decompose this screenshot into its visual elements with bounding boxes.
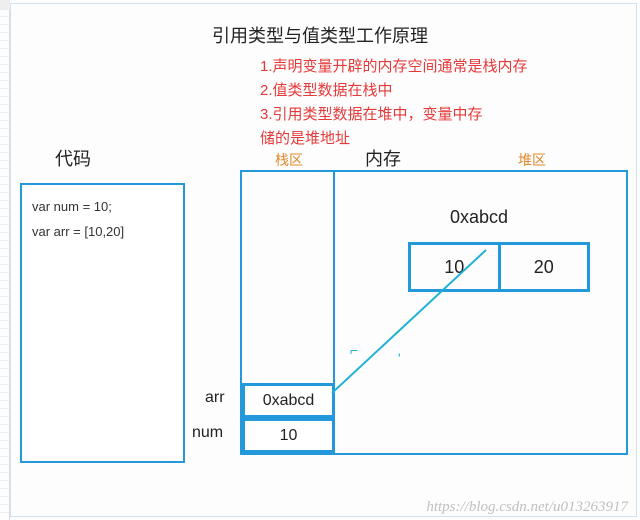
code-section-label: 代码 xyxy=(55,145,91,171)
diagram-title: 引用类型与值类型工作原理 xyxy=(0,22,640,48)
heap-box: 10 20 xyxy=(408,242,590,292)
notes: 1.声明变量开辟的内存空间通常是栈内存 2.值类型数据在栈中 3.引用类型数据在… xyxy=(260,55,528,151)
code-line: var arr = [10,20] xyxy=(32,224,173,239)
stack-cell-arr: 0xabcd xyxy=(242,383,335,418)
stray-mark: ⌐ xyxy=(350,342,358,358)
memory-section-label: 内存 xyxy=(365,145,401,171)
vertical-ruler xyxy=(0,0,10,520)
stack-cell-num: 10 xyxy=(242,418,335,453)
stray-mark: ' xyxy=(398,350,401,366)
heap-cell: 20 xyxy=(501,245,588,289)
note-line: 2.值类型数据在栈中 xyxy=(260,79,528,103)
note-line: 1.声明变量开辟的内存空间通常是栈内存 xyxy=(260,55,528,79)
stack-label: 栈区 xyxy=(275,150,303,170)
watermark: https://blog.csdn.net/u013263917 xyxy=(426,499,628,516)
code-line: var num = 10; xyxy=(32,199,173,214)
heap-cell: 10 xyxy=(411,245,501,289)
heap-label: 堆区 xyxy=(518,150,546,170)
ruler-corner xyxy=(0,0,10,10)
heap-address: 0xabcd xyxy=(450,207,508,228)
note-line: 3.引用类型数据在堆中，变量中存 xyxy=(260,103,528,127)
stack-var-label: num xyxy=(192,424,223,442)
code-box: var num = 10; var arr = [10,20] xyxy=(20,183,185,463)
stack-var-label: arr xyxy=(205,389,225,407)
